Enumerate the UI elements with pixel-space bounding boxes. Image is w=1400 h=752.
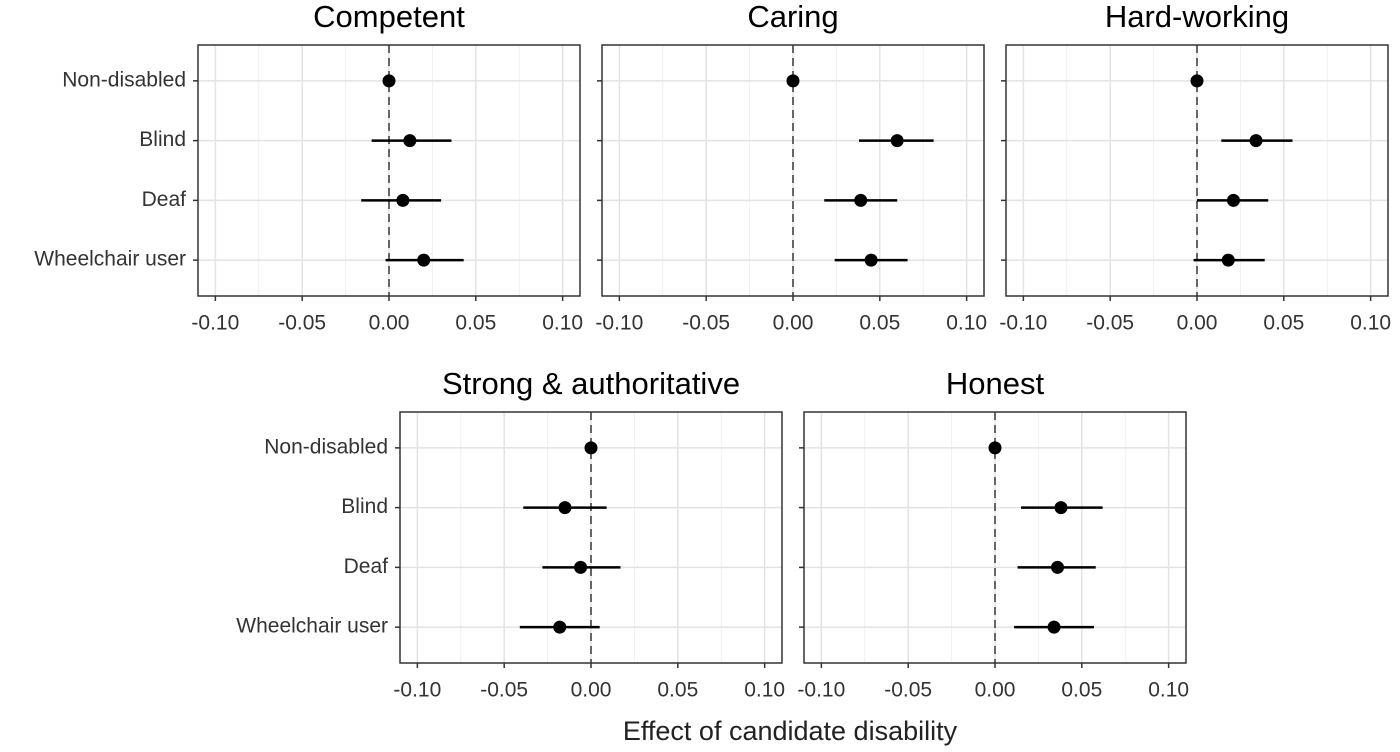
panel-title: Competent bbox=[313, 0, 465, 34]
x-tick-label: -0.05 bbox=[682, 312, 730, 335]
x-tick-label: 0.00 bbox=[369, 312, 410, 335]
x-tick-label: 0.00 bbox=[975, 679, 1016, 702]
point bbox=[786, 74, 800, 88]
point bbox=[1047, 620, 1061, 634]
point bbox=[1190, 74, 1204, 88]
x-tick-label: -0.10 bbox=[191, 312, 239, 335]
x-tick-label: 0.00 bbox=[773, 312, 814, 335]
point bbox=[890, 134, 904, 148]
point bbox=[1221, 253, 1235, 267]
x-tick-label: -0.10 bbox=[999, 312, 1047, 335]
x-tick-label: 0.10 bbox=[946, 312, 987, 335]
panel-title: Honest bbox=[946, 366, 1045, 401]
x-tick-label: -0.10 bbox=[797, 679, 845, 702]
point bbox=[558, 501, 572, 515]
x-tick-label: -0.05 bbox=[278, 312, 326, 335]
point bbox=[417, 253, 431, 267]
y-tick-label: Blind bbox=[341, 495, 388, 518]
point bbox=[988, 441, 1002, 455]
point bbox=[1054, 501, 1068, 515]
x-tick-label: 0.10 bbox=[744, 679, 785, 702]
y-tick-label: Wheelchair user bbox=[34, 248, 186, 271]
y-tick-label: Non-disabled bbox=[264, 435, 388, 458]
y-tick-label: Non-disabled bbox=[62, 68, 186, 91]
point bbox=[1249, 134, 1263, 148]
x-tick-label: -0.05 bbox=[480, 679, 528, 702]
x-tick-label: 0.10 bbox=[542, 312, 583, 335]
panel-title: Caring bbox=[747, 0, 838, 34]
y-tick-label: Blind bbox=[139, 128, 186, 151]
point bbox=[553, 620, 567, 634]
x-tick-label: 0.10 bbox=[1350, 312, 1391, 335]
x-tick-label: -0.05 bbox=[1086, 312, 1134, 335]
x-tick-label: 0.05 bbox=[859, 312, 900, 335]
point bbox=[1226, 193, 1240, 207]
x-tick-label: 0.00 bbox=[571, 679, 612, 702]
y-tick-label: Deaf bbox=[344, 555, 389, 578]
x-tick-label: 0.10 bbox=[1148, 679, 1189, 702]
point bbox=[584, 441, 598, 455]
panel-title: Hard-working bbox=[1105, 0, 1289, 34]
point bbox=[382, 74, 396, 88]
point bbox=[854, 193, 868, 207]
point bbox=[396, 193, 410, 207]
point bbox=[1051, 560, 1065, 574]
x-tick-label: -0.10 bbox=[393, 679, 441, 702]
panel-title: Strong & authoritative bbox=[442, 366, 740, 401]
x-axis-label: Effect of candidate disability bbox=[623, 716, 958, 746]
x-tick-label: -0.10 bbox=[595, 312, 643, 335]
x-tick-label: 0.05 bbox=[1263, 312, 1304, 335]
y-tick-label: Deaf bbox=[142, 188, 187, 211]
x-tick-label: 0.05 bbox=[1061, 679, 1102, 702]
point bbox=[403, 134, 417, 148]
x-tick-label: 0.05 bbox=[455, 312, 496, 335]
y-tick-label: Wheelchair user bbox=[236, 615, 388, 638]
x-tick-label: -0.05 bbox=[884, 679, 932, 702]
x-tick-label: 0.05 bbox=[657, 679, 698, 702]
x-tick-label: 0.00 bbox=[1177, 312, 1218, 335]
point bbox=[864, 253, 878, 267]
point bbox=[574, 560, 588, 574]
